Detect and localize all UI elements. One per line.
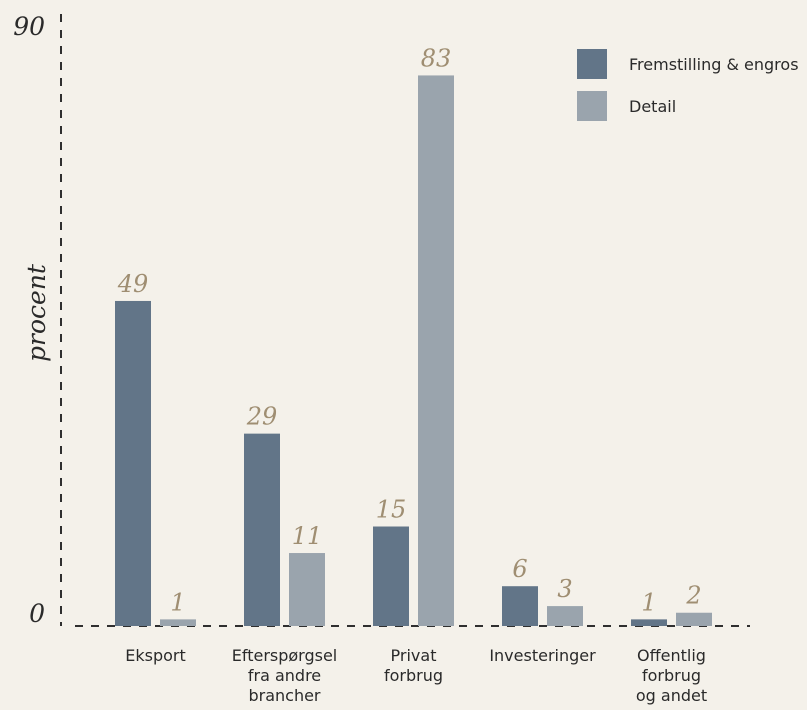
data-label: 6	[512, 555, 527, 583]
data-label: 3	[557, 575, 572, 603]
bar	[160, 619, 196, 626]
bar	[547, 606, 583, 626]
x-tick-label-line: fra andre	[248, 666, 321, 685]
legend-label: Detail	[629, 97, 676, 116]
bar	[373, 526, 409, 626]
bar	[631, 619, 667, 626]
bar	[676, 612, 712, 626]
data-label: 49	[117, 270, 149, 298]
x-tick-label-line: Privat	[391, 646, 437, 665]
x-tick-label-line: forbrug	[384, 666, 443, 685]
x-tick-label: Offentlig forbrug og andet	[636, 646, 707, 705]
x-tick-label-line: Offentlig	[637, 646, 706, 665]
bar	[115, 300, 151, 626]
x-tick-label-line: Investeringer	[489, 646, 596, 665]
x-tick-label-line: forbrug	[642, 666, 701, 685]
data-label: 11	[292, 522, 323, 550]
legend-label: Fremstilling & engros	[629, 55, 799, 74]
data-label: 15	[376, 496, 407, 524]
x-tick-label-line: Efterspørgsel	[232, 646, 338, 665]
x-tick-label: Privat forbrug	[384, 646, 443, 685]
data-label: 2	[685, 582, 701, 610]
x-tick-label-line: og andet	[636, 686, 707, 705]
x-tick-label: Eksport	[125, 646, 186, 665]
y-axis-label: procent	[22, 263, 51, 362]
data-label: 1	[641, 588, 656, 616]
bar	[418, 75, 454, 626]
bar	[289, 553, 325, 626]
bar	[502, 586, 538, 626]
data-label: 29	[246, 403, 278, 431]
legend-swatch	[577, 49, 607, 79]
data-label: 83	[421, 44, 452, 72]
x-tick-label: Efterspørgsel fra andre brancher	[232, 646, 338, 705]
x-tick-label-line: Eksport	[125, 646, 186, 665]
data-label: 1	[170, 588, 185, 616]
bar	[244, 433, 280, 626]
x-tick-label: Investeringer	[489, 646, 596, 665]
y-tick-label: 90	[13, 12, 45, 41]
y-tick-label: 0	[29, 599, 45, 628]
x-tick-label-line: brancher	[248, 686, 320, 705]
legend-swatch	[577, 91, 607, 121]
